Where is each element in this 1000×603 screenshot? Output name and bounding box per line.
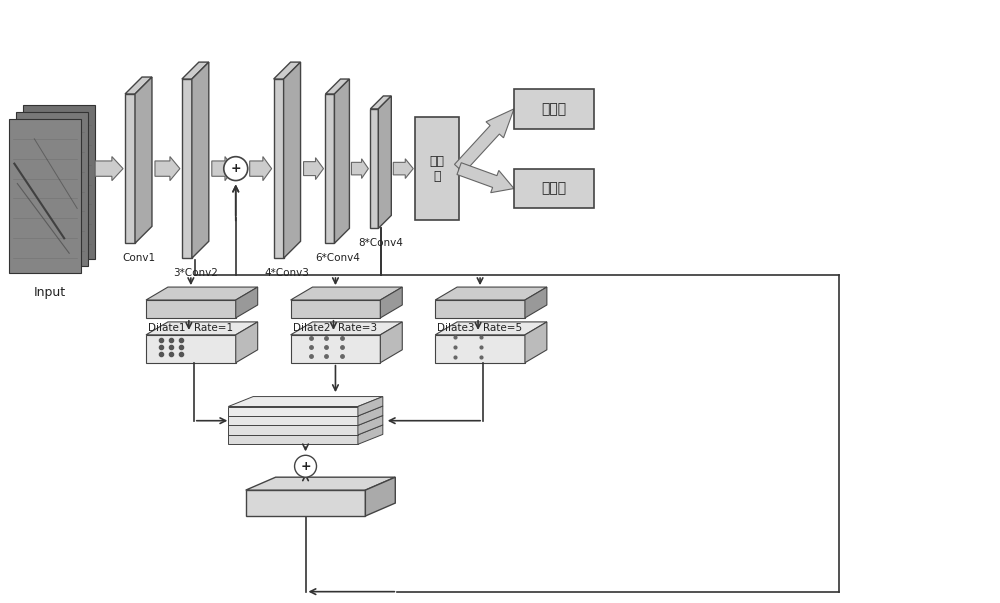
Text: Dilate2: Dilate2 — [293, 323, 330, 333]
Polygon shape — [525, 322, 547, 363]
Polygon shape — [135, 77, 152, 243]
Polygon shape — [228, 406, 383, 416]
Text: Rate=1: Rate=1 — [194, 323, 233, 333]
FancyBboxPatch shape — [514, 89, 594, 129]
Polygon shape — [351, 159, 368, 178]
Polygon shape — [358, 415, 383, 435]
Polygon shape — [304, 157, 323, 180]
Text: +: + — [300, 459, 311, 473]
Polygon shape — [435, 300, 525, 318]
Polygon shape — [228, 435, 358, 444]
Polygon shape — [291, 335, 380, 363]
Polygon shape — [334, 79, 349, 243]
Polygon shape — [325, 94, 334, 243]
Polygon shape — [125, 94, 135, 243]
Polygon shape — [284, 62, 301, 258]
Polygon shape — [358, 397, 383, 416]
Polygon shape — [146, 322, 258, 335]
FancyBboxPatch shape — [514, 169, 594, 209]
Polygon shape — [95, 157, 123, 181]
Polygon shape — [236, 322, 258, 363]
Circle shape — [295, 455, 317, 477]
Polygon shape — [146, 287, 258, 300]
Polygon shape — [435, 287, 547, 300]
Polygon shape — [274, 79, 284, 258]
Polygon shape — [250, 157, 272, 181]
Polygon shape — [291, 322, 402, 335]
Polygon shape — [525, 287, 547, 318]
Polygon shape — [457, 163, 514, 193]
Polygon shape — [228, 426, 358, 435]
Text: 分类
器: 分类 器 — [430, 154, 445, 183]
Text: Input: Input — [34, 286, 66, 299]
Polygon shape — [246, 490, 365, 516]
Polygon shape — [325, 79, 349, 94]
Polygon shape — [192, 62, 209, 258]
Polygon shape — [228, 415, 383, 426]
Text: 有裂缝: 有裂缝 — [541, 102, 566, 116]
Polygon shape — [182, 79, 192, 258]
Text: 6*Conv4: 6*Conv4 — [315, 253, 360, 264]
Polygon shape — [182, 62, 209, 79]
Polygon shape — [228, 416, 358, 426]
Polygon shape — [228, 397, 383, 406]
Text: Rate=3: Rate=3 — [338, 323, 378, 333]
Polygon shape — [370, 109, 378, 229]
Polygon shape — [435, 322, 547, 335]
Polygon shape — [228, 406, 358, 416]
FancyBboxPatch shape — [415, 117, 459, 220]
Polygon shape — [274, 62, 301, 79]
Polygon shape — [236, 287, 258, 318]
Text: +: + — [230, 162, 241, 175]
Polygon shape — [246, 477, 395, 490]
Polygon shape — [23, 105, 95, 259]
Polygon shape — [380, 322, 402, 363]
Text: 3*Conv2: 3*Conv2 — [173, 268, 218, 278]
Polygon shape — [146, 335, 236, 363]
Circle shape — [224, 157, 248, 180]
Polygon shape — [291, 287, 402, 300]
Polygon shape — [358, 425, 383, 444]
Polygon shape — [393, 159, 413, 178]
Polygon shape — [155, 157, 180, 181]
Text: Conv1: Conv1 — [122, 253, 155, 264]
Polygon shape — [291, 300, 380, 318]
Polygon shape — [435, 335, 525, 363]
Polygon shape — [16, 112, 88, 266]
Polygon shape — [146, 300, 236, 318]
Text: 4*Conv3: 4*Conv3 — [265, 268, 310, 278]
Polygon shape — [212, 157, 234, 181]
Polygon shape — [9, 119, 81, 273]
Polygon shape — [380, 287, 402, 318]
Polygon shape — [378, 96, 391, 229]
Polygon shape — [454, 109, 514, 173]
Polygon shape — [370, 96, 391, 109]
Polygon shape — [358, 406, 383, 426]
Polygon shape — [365, 477, 395, 516]
Polygon shape — [228, 425, 383, 435]
Text: Dilate3: Dilate3 — [437, 323, 475, 333]
Text: 8*Conv4: 8*Conv4 — [358, 238, 403, 248]
Text: Rate=5: Rate=5 — [483, 323, 522, 333]
Polygon shape — [125, 77, 152, 94]
Text: 无裂缝: 无裂缝 — [541, 182, 566, 195]
Text: Dilate1: Dilate1 — [148, 323, 185, 333]
